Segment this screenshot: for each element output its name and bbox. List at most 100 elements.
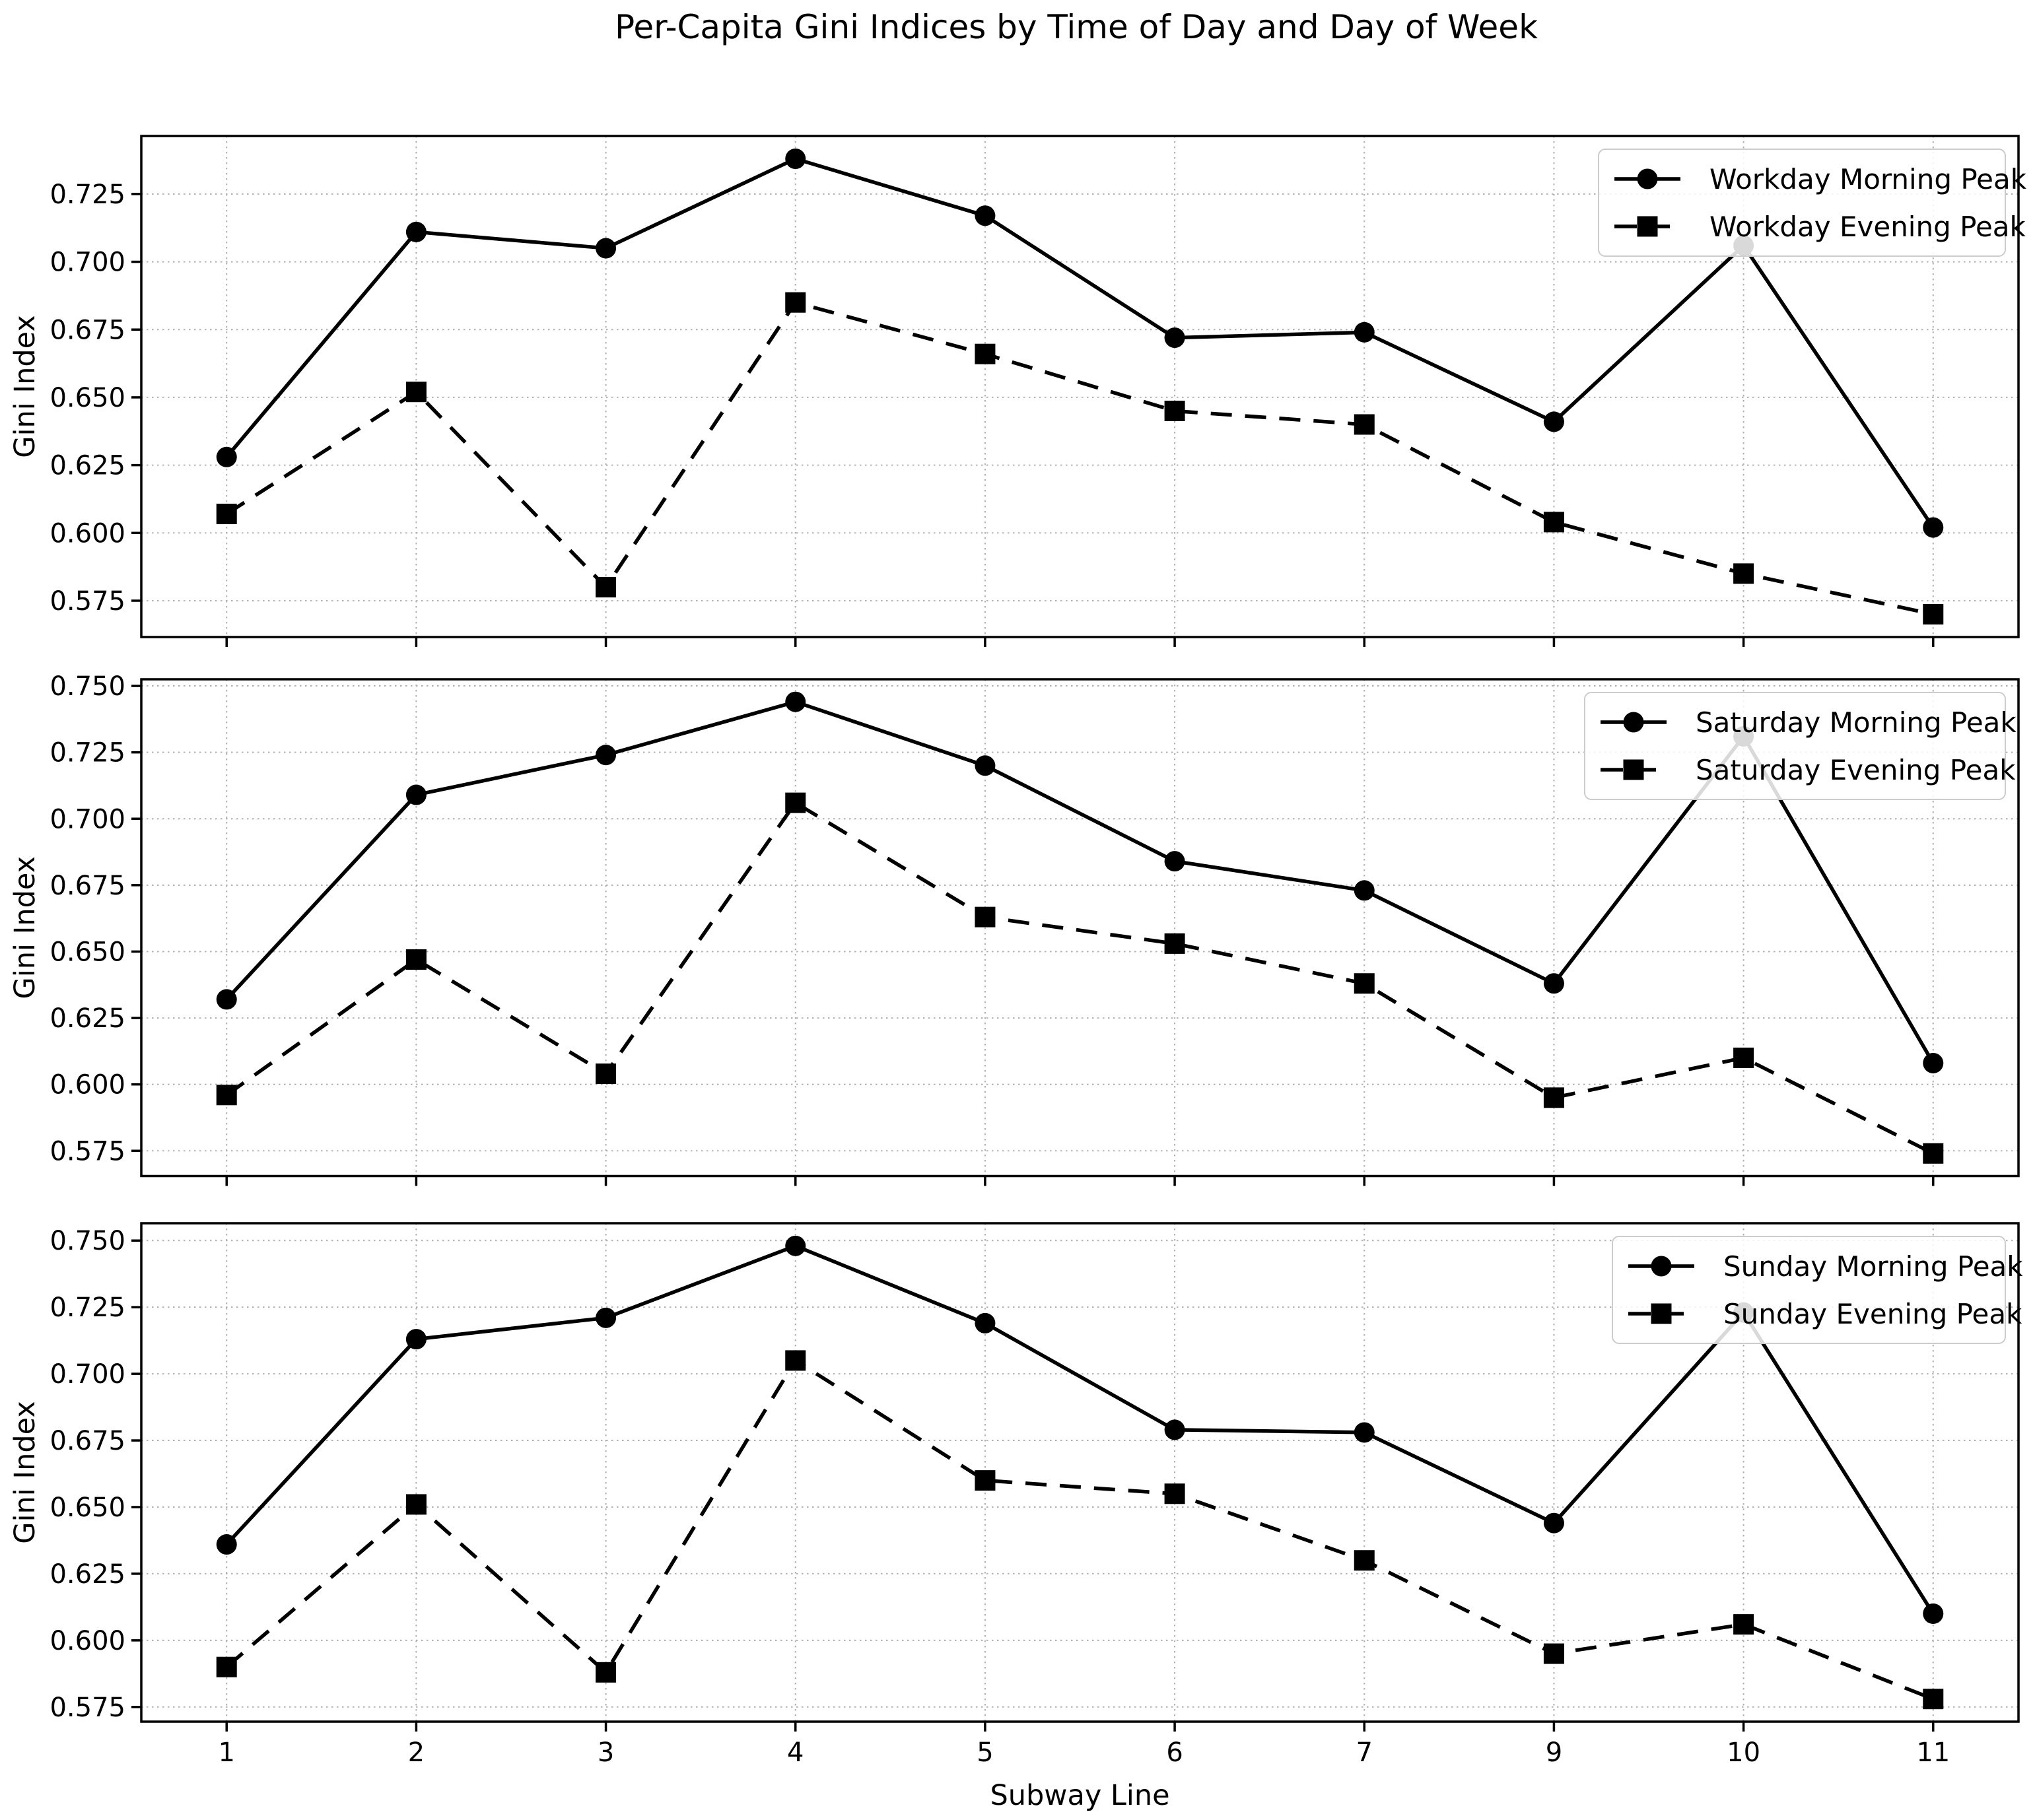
data-point-square (1354, 973, 1375, 994)
data-point-square (975, 343, 996, 364)
data-point-circle (1923, 517, 1944, 538)
legend-marker-square (1651, 1303, 1672, 1324)
data-point-circle (1923, 1603, 1944, 1624)
data-point-square (785, 1350, 806, 1371)
data-point-circle (405, 784, 427, 805)
x-tick-label: 1 (219, 1737, 235, 1768)
data-point-square (1543, 512, 1564, 533)
x-tick-label: 4 (787, 1737, 804, 1768)
data-point-circle (785, 1235, 806, 1256)
data-point-circle (1543, 1512, 1564, 1534)
data-point-circle (975, 205, 996, 226)
y-tick-label: 0.675 (50, 871, 125, 901)
data-point-circle (596, 238, 617, 259)
subplots-group: 0.575 0.600 0.625 0.650 0.675 0.700 0.725 Gini … (9, 135, 2027, 1812)
legend-box (1584, 692, 2006, 800)
data-point-square (1733, 1047, 1754, 1068)
x-tick-label: 10 (1727, 1737, 1760, 1768)
y-tick-label: 0.675 (50, 315, 125, 345)
y-tick-label: 0.575 (50, 1693, 125, 1723)
y-tick-label: 0.700 (50, 804, 125, 834)
legend: Sunday Morning Peak Sunday Evening Peak (1612, 1236, 2023, 1344)
subplot-saturday: 0.575 0.600 0.625 0.650 0.675 0.700 0.725 0.750… (9, 671, 2020, 1186)
data-point-square (1733, 1614, 1754, 1635)
y-tick-label: 0.700 (50, 248, 125, 278)
data-point-circle (1543, 411, 1564, 432)
data-point-square (596, 1662, 617, 1683)
x-tick-label: 3 (598, 1737, 614, 1768)
y-tick-label: 0.675 (50, 1426, 125, 1456)
y-tick-label: 0.600 (50, 518, 125, 549)
legend-marker-square (1623, 759, 1644, 780)
data-point-square (216, 1085, 237, 1106)
x-axis-label: Subway Line (990, 1779, 1169, 1812)
data-point-circle (1164, 327, 1185, 349)
legend-label: Workday Evening Peak (1709, 211, 2026, 243)
data-point-circle (1164, 851, 1185, 872)
data-point-square (596, 1063, 617, 1085)
data-point-square (785, 292, 806, 313)
series-line-dashed (225, 800, 1935, 1155)
data-point-square (1543, 1087, 1564, 1108)
y-tick-label: 0.725 (50, 738, 125, 768)
y-tick-label: 0.650 (50, 383, 125, 413)
y-tick-label: 0.625 (50, 1559, 125, 1590)
legend-marker-circle (1651, 1256, 1672, 1277)
legend-marker-circle (1637, 168, 1658, 189)
axes-spines (140, 135, 2020, 638)
axes-spines (140, 678, 2020, 1178)
series-line-solid (225, 156, 1935, 529)
subplot-sunday: 0.575 0.600 0.625 0.650 0.675 0.700 0.725 0.750… (9, 1222, 2023, 1768)
data-point-square (785, 792, 806, 813)
x-tick-label: 6 (1166, 1737, 1183, 1768)
data-point-circle (596, 745, 617, 766)
x-tick-label: 2 (408, 1737, 425, 1768)
data-point-circle (1923, 1052, 1944, 1073)
data-point-square (216, 504, 237, 525)
y-tick-label: 0.725 (50, 1293, 125, 1323)
y-axis-label: Gini Index (9, 856, 42, 999)
y-tick-label: 0.600 (50, 1070, 125, 1100)
data-point-square (216, 1656, 237, 1677)
data-point-square (1543, 1643, 1564, 1664)
data-point-circle (975, 755, 996, 776)
data-point-square (1164, 400, 1185, 421)
data-point-circle (1164, 1419, 1185, 1440)
data-point-circle (216, 989, 237, 1010)
legend-marker-square (1637, 216, 1658, 237)
data-point-square (975, 906, 996, 927)
data-point-square (1923, 604, 1944, 624)
legend-label: Saturday Evening Peak (1696, 754, 2016, 786)
x-tick-label: 7 (1356, 1737, 1373, 1768)
x-tick-label: 11 (1916, 1737, 1950, 1768)
data-point-circle (785, 691, 806, 712)
y-axis-label: Gini Index (9, 1401, 42, 1544)
y-tick-label: 0.600 (50, 1626, 125, 1656)
data-point-circle (1354, 1422, 1375, 1443)
data-point-circle (1543, 973, 1564, 994)
legend-marker-circle (1623, 712, 1644, 733)
legend-label: Saturday Morning Peak (1696, 706, 2017, 739)
axes-spines (140, 1222, 2020, 1723)
legend-box (1598, 149, 2006, 257)
legend-label: Sunday Morning Peak (1723, 1250, 2023, 1283)
legend-label: Workday Morning Peak (1709, 163, 2027, 195)
data-point-square (1733, 563, 1754, 584)
data-point-square (975, 1470, 996, 1491)
data-point-circle (216, 446, 237, 467)
series-line-solid (225, 1244, 1935, 1615)
data-point-circle (1354, 321, 1375, 343)
legend-box (1612, 1236, 2006, 1344)
y-tick-label: 0.700 (50, 1359, 125, 1390)
y-tick-label: 0.750 (50, 671, 125, 702)
legend: Saturday Morning Peak Saturday Evening Pe… (1584, 692, 2017, 800)
data-point-square (596, 576, 617, 597)
data-point-circle (1354, 880, 1375, 901)
series-line-solid (225, 700, 1935, 1064)
data-point-square (405, 949, 427, 970)
data-point-circle (405, 1329, 427, 1350)
data-point-square (1923, 1143, 1944, 1164)
